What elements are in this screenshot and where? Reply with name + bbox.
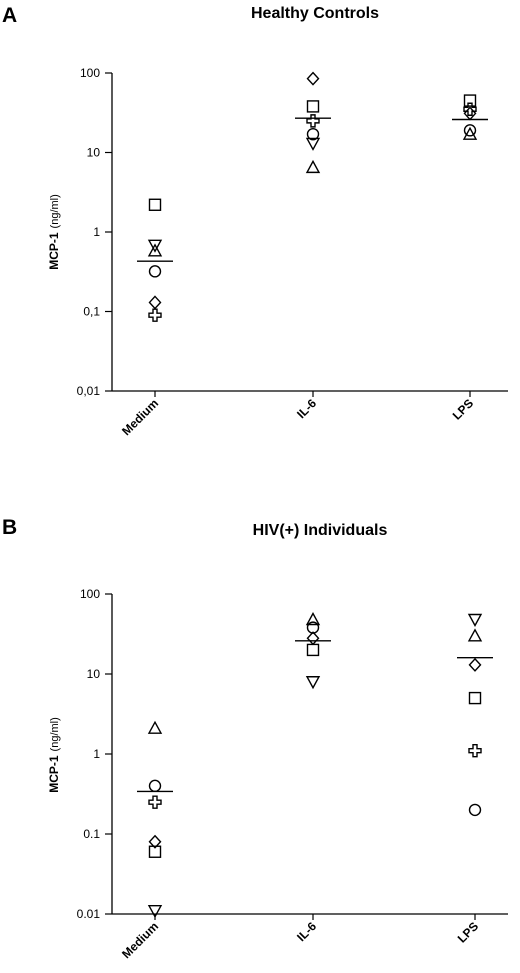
category-label: IL-6 xyxy=(294,919,319,944)
category-label: LPS xyxy=(455,919,481,945)
data-point-triangle-up xyxy=(467,628,483,642)
y-axis-label-unit: (ng/ml) xyxy=(49,194,61,228)
chart-title: Healthy Controls xyxy=(251,5,379,22)
data-point-diamond xyxy=(306,71,320,86)
data-point-diamond xyxy=(463,106,477,121)
y-tick-label: 0,01 xyxy=(77,384,101,398)
y-axis-label: MCP-1 (ng/ml) xyxy=(47,717,61,793)
data-point-triangle-down xyxy=(147,239,163,253)
data-point-cross xyxy=(148,308,162,322)
data-point-circle xyxy=(306,127,320,141)
panel-b: B HIV(+) Individuals MCP-1 (ng/ml) 100 10 1 0.1… xyxy=(2,516,508,961)
y-tick-label: 100 xyxy=(80,66,100,80)
data-point-triangle-down xyxy=(147,904,163,919)
data-point-diamond xyxy=(306,631,320,646)
data-point-square xyxy=(306,643,320,657)
data-point-triangle-down xyxy=(305,676,321,690)
y-tick-label: 1 xyxy=(93,747,100,761)
data-point-triangle-up xyxy=(462,126,478,140)
y-tick-label: 0.1 xyxy=(83,827,100,841)
data-point-triangle-down xyxy=(467,613,483,627)
data-point-square xyxy=(468,691,482,705)
data-point-triangle-up xyxy=(305,612,321,626)
y-tick-label: 10 xyxy=(87,667,101,681)
data-point-circle xyxy=(148,265,162,278)
data-point-square xyxy=(148,198,162,211)
y-tick-label: 100 xyxy=(80,587,100,601)
data-point-square xyxy=(306,100,320,113)
data-point-cross xyxy=(468,743,482,758)
panel-letter: B xyxy=(2,516,17,539)
y-axis-label: MCP-1 (ng/ml) xyxy=(47,194,61,270)
y-axis-label-name: MCP-1 xyxy=(47,755,61,793)
category-label: Medium xyxy=(119,919,161,961)
data-point-circle xyxy=(148,779,162,793)
data-point-cross xyxy=(463,102,477,116)
data-point-diamond xyxy=(148,834,162,849)
panel-letter: A xyxy=(2,4,17,27)
y-tick-label: 1 xyxy=(93,225,100,239)
y-tick-label: 0.01 xyxy=(77,907,101,921)
y-axis-label-name: MCP-1 xyxy=(47,232,61,270)
data-point-triangle-down xyxy=(305,137,321,151)
data-point-diamond xyxy=(468,657,482,672)
data-point-square xyxy=(463,94,477,107)
category-label: Medium xyxy=(119,396,161,438)
chart-title: HIV(+) Individuals xyxy=(253,522,388,539)
data-point-circle xyxy=(463,124,477,137)
panel-a: A Healthy Controls MCP-1 (ng/ml) 100 10 1 0,1 0,… xyxy=(2,4,508,438)
data-point-cross xyxy=(148,795,162,809)
data-point-triangle-up xyxy=(147,243,163,257)
data-point-triangle-up xyxy=(147,720,163,734)
data-point-cross xyxy=(306,114,320,128)
category-label: LPS xyxy=(450,396,476,422)
data-point-triangle-up xyxy=(305,159,321,174)
y-tick-label: 0,1 xyxy=(83,305,100,319)
data-point-square xyxy=(148,845,162,858)
category-label: IL-6 xyxy=(294,396,319,421)
y-axis-label-unit: (ng/ml) xyxy=(49,717,61,751)
data-point-diamond xyxy=(148,295,162,310)
data-point-circle xyxy=(468,803,482,817)
y-tick-label: 10 xyxy=(87,146,101,160)
